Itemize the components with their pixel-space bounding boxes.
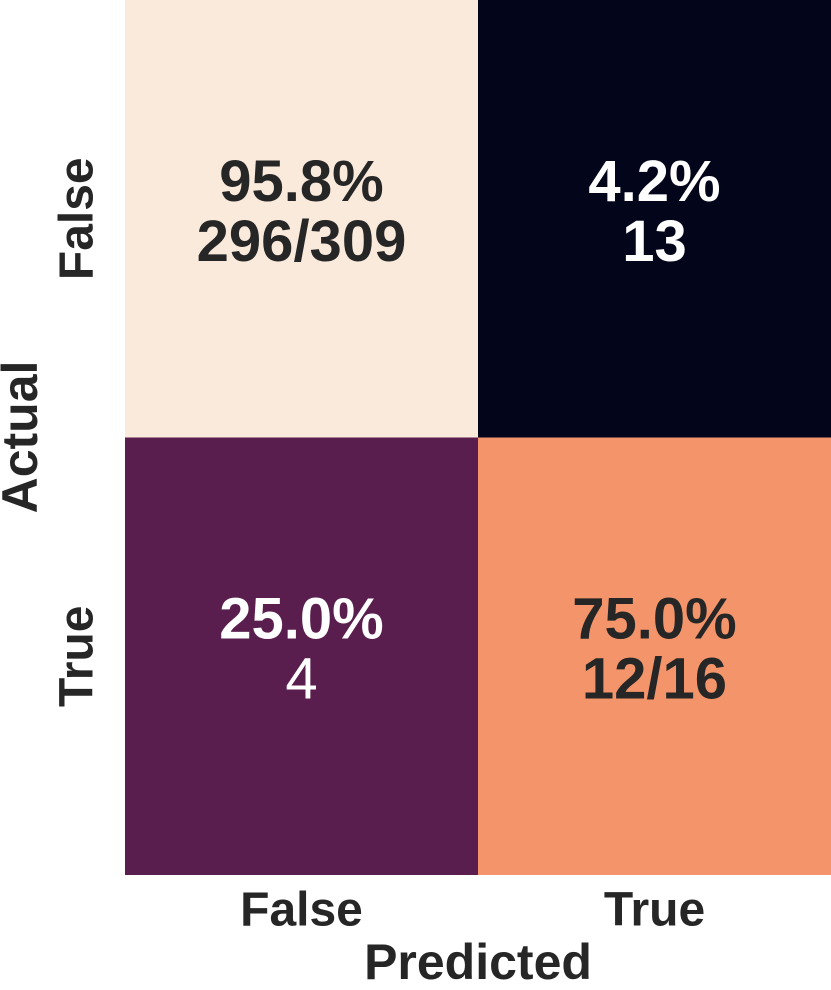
x-tick-label: False [240,884,363,937]
cell-count-label: 12/16 [582,647,727,712]
cell-value-label: 95.8% [219,149,383,214]
cell-count-label: 296/309 [197,209,407,274]
heatmap-cell [478,0,831,438]
cell-value-label: 75.0% [572,587,736,652]
y-axis-title: Actual [0,361,48,514]
x-axis-title: Predicted [364,934,592,990]
heatmap-cell [478,437,831,875]
x-tick-label: True [604,884,705,937]
y-tick-label: True [51,606,104,707]
cell-count-label: 4 [285,647,317,712]
heatmap-cell [125,437,478,875]
cell-count-label: 13 [622,209,687,274]
cell-value-label: 4.2% [588,149,720,214]
y-tick-label: False [51,157,104,280]
cell-value-label: 25.0% [219,587,383,652]
heatmap-cell [125,0,478,438]
